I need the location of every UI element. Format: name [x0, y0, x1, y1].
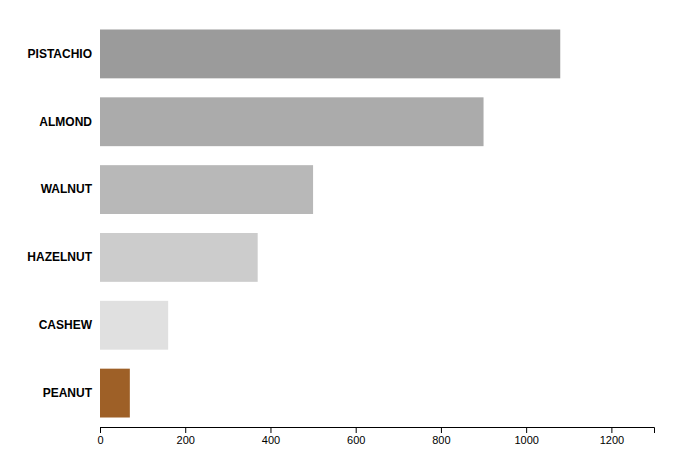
- axis-domain: [101, 428, 655, 434]
- bar: [100, 29, 560, 78]
- y-tick: WALNUT: [41, 182, 100, 196]
- y-tick: PISTACHIO: [28, 47, 100, 61]
- bar: [100, 97, 484, 146]
- tick-label: CASHEW: [39, 318, 93, 332]
- tick-label: 600: [347, 434, 365, 446]
- tick-mark: [526, 427, 527, 433]
- tick-mark: [611, 427, 612, 433]
- tick-label: 800: [432, 434, 450, 446]
- tick-label: PEANUT: [43, 386, 93, 400]
- x-axis: 0 200 400 600 800 1000 1200: [97, 427, 654, 446]
- x-tick: 0: [97, 427, 103, 446]
- tick-label: ALMOND: [39, 115, 92, 129]
- x-tick: 1000: [514, 427, 538, 446]
- bar: [100, 369, 130, 418]
- tick-label: 0: [97, 434, 103, 446]
- y-tick: CASHEW: [39, 318, 100, 332]
- y-axis: PISTACHIO ALMOND WALNUT HAZELNUT CASHEW PEANU…: [27, 47, 100, 400]
- x-tick: 400: [262, 427, 280, 446]
- tick-label: 1000: [514, 434, 538, 446]
- tick-label: 400: [262, 434, 280, 446]
- tick-mark: [100, 427, 101, 433]
- tick-mark: [270, 427, 271, 433]
- tick-label: HAZELNUT: [27, 250, 92, 264]
- tick-mark: [441, 427, 442, 433]
- chart: 0 200 400 600 800 1000 1200 PISTACHIO ALMOND WALN…: [0, 0, 684, 467]
- plot: 0 200 400 600 800 1000 1200 PISTACHIO ALMOND WALN…: [27, 29, 654, 445]
- tick-label: 1200: [600, 434, 624, 446]
- bar: [100, 301, 168, 350]
- y-tick: ALMOND: [39, 115, 100, 129]
- bar: [100, 165, 313, 214]
- tick-label: 200: [177, 434, 195, 446]
- bar: [100, 233, 258, 282]
- x-tick: 200: [177, 427, 195, 446]
- bars: [100, 29, 560, 417]
- tick-mark: [185, 427, 186, 433]
- x-tick: 1200: [600, 427, 624, 446]
- y-tick: HAZELNUT: [27, 250, 100, 264]
- x-tick: 600: [347, 427, 365, 446]
- tick-mark: [356, 427, 357, 433]
- x-tick: 800: [432, 427, 450, 446]
- tick-label: WALNUT: [41, 182, 93, 196]
- y-tick: PEANUT: [43, 386, 100, 400]
- tick-label: PISTACHIO: [28, 47, 92, 61]
